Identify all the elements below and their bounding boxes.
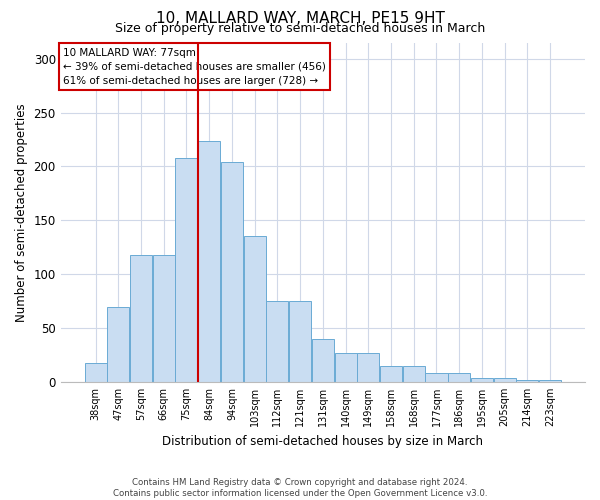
Bar xyxy=(517,380,538,382)
Bar xyxy=(335,353,356,382)
Bar xyxy=(289,301,311,382)
Bar xyxy=(494,378,516,382)
Bar xyxy=(175,158,197,382)
Bar xyxy=(403,366,425,382)
Text: 10, MALLARD WAY, MARCH, PE15 9HT: 10, MALLARD WAY, MARCH, PE15 9HT xyxy=(155,11,445,26)
Bar xyxy=(221,162,243,382)
Bar xyxy=(130,255,152,382)
Bar xyxy=(244,236,266,382)
Bar xyxy=(425,374,448,382)
Bar xyxy=(107,306,129,382)
Text: Contains HM Land Registry data © Crown copyright and database right 2024.
Contai: Contains HM Land Registry data © Crown c… xyxy=(113,478,487,498)
Bar xyxy=(198,140,220,382)
Text: 10 MALLARD WAY: 77sqm
← 39% of semi-detached houses are smaller (456)
61% of sem: 10 MALLARD WAY: 77sqm ← 39% of semi-deta… xyxy=(63,48,326,86)
X-axis label: Distribution of semi-detached houses by size in March: Distribution of semi-detached houses by … xyxy=(163,434,484,448)
Bar xyxy=(266,301,289,382)
Bar xyxy=(312,339,334,382)
Text: Size of property relative to semi-detached houses in March: Size of property relative to semi-detach… xyxy=(115,22,485,35)
Bar xyxy=(380,366,402,382)
Bar xyxy=(539,380,561,382)
Bar xyxy=(471,378,493,382)
Bar xyxy=(448,374,470,382)
Bar xyxy=(85,362,107,382)
Y-axis label: Number of semi-detached properties: Number of semi-detached properties xyxy=(15,103,28,322)
Bar xyxy=(152,255,175,382)
Bar xyxy=(357,353,379,382)
